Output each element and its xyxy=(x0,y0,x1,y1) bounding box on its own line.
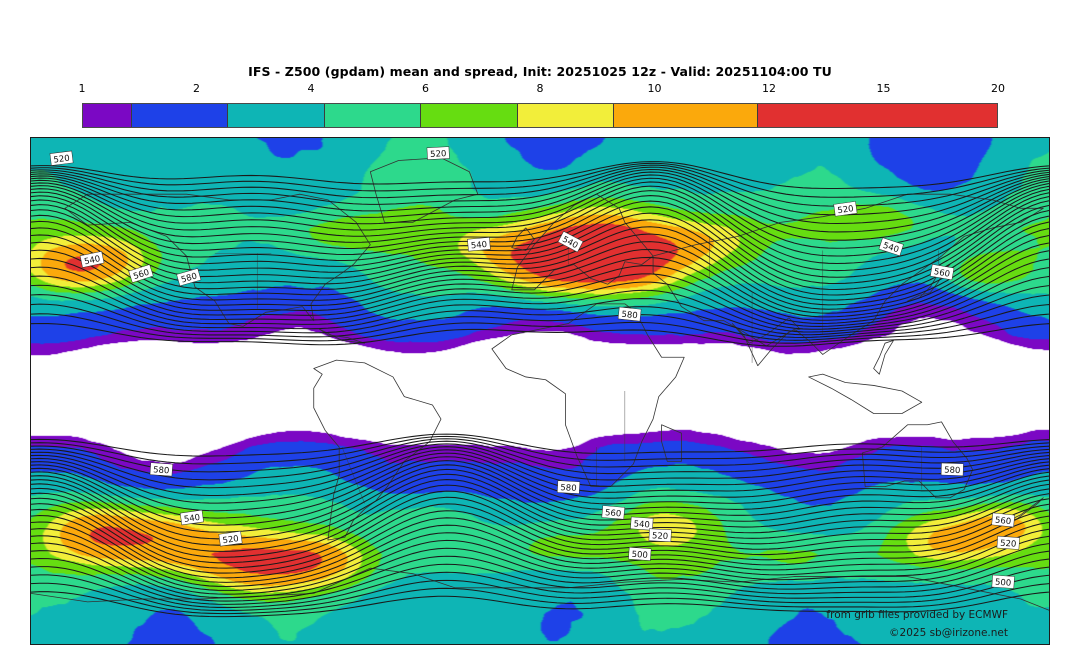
colorbar-tick-12: 12 xyxy=(762,82,776,95)
contour-label: 580 xyxy=(940,462,964,477)
contour-label: 520 xyxy=(426,146,450,160)
contour-label: 520 xyxy=(833,201,858,217)
contour-label: 560 xyxy=(601,505,625,520)
colorbar-segment-1-2 xyxy=(83,104,131,127)
contour-label: 560 xyxy=(929,263,955,281)
contour-label: 560 xyxy=(128,264,154,283)
svg-text:580: 580 xyxy=(944,465,961,476)
svg-text:520: 520 xyxy=(837,203,854,215)
copyright-credit: ©2025 sb@irizone.net xyxy=(889,627,1008,639)
page-title: IFS - Z500 (gpdam) mean and spread, Init… xyxy=(248,64,832,79)
colorbar-segment-8-10 xyxy=(420,104,517,127)
svg-text:560: 560 xyxy=(132,267,150,281)
contour-label: 540 xyxy=(878,237,904,257)
contour-label: 500 xyxy=(991,574,1015,589)
svg-text:520: 520 xyxy=(1000,538,1017,549)
svg-text:540: 540 xyxy=(633,518,650,529)
svg-text:580: 580 xyxy=(560,482,577,493)
colorbar-tick-4: 4 xyxy=(307,82,315,95)
colorbar-segment-6-8 xyxy=(323,104,421,127)
svg-text:540: 540 xyxy=(83,253,101,266)
colorbar-tick-10: 10 xyxy=(647,82,662,95)
colorbar-tick-6: 6 xyxy=(422,82,429,95)
svg-text:540: 540 xyxy=(470,239,487,250)
svg-text:560: 560 xyxy=(995,515,1012,527)
colorbar-segment-4-6 xyxy=(227,104,324,127)
contour-label: 540 xyxy=(79,251,105,268)
contour-label: 580 xyxy=(617,306,642,322)
colorbar[interactable] xyxy=(82,103,998,128)
svg-text:560: 560 xyxy=(605,507,622,518)
svg-text:560: 560 xyxy=(933,266,951,279)
contour-label: 580 xyxy=(557,480,581,494)
height-contours xyxy=(31,161,1049,618)
contour-label: 540 xyxy=(179,509,204,526)
contour-label: 580 xyxy=(149,462,173,477)
contour-label: 520 xyxy=(648,528,672,543)
svg-text:520: 520 xyxy=(222,533,239,545)
contour-label: 560 xyxy=(991,512,1016,528)
svg-text:520: 520 xyxy=(652,530,669,541)
svg-text:500: 500 xyxy=(631,549,648,560)
svg-text:500: 500 xyxy=(995,577,1012,588)
colorbar-segment-2-4 xyxy=(130,104,228,127)
contour-label: 540 xyxy=(467,237,491,252)
colorbar-segment-15-20 xyxy=(757,104,997,127)
contour-label: 500 xyxy=(628,546,652,561)
contour-label: 520 xyxy=(996,535,1020,550)
contour-label: 520 xyxy=(49,150,74,166)
colorbar-tick-2: 2 xyxy=(193,82,200,95)
colorbar-tick-20: 20 xyxy=(991,82,1005,95)
map-panel[interactable]: 520 520 540 540 520 540 560 540 560 580 580 580 580 5… xyxy=(30,137,1050,645)
contour-label: 540 xyxy=(557,230,584,253)
colorbar-tick-labels: 1 2 4 6 8 10 12 15 20 xyxy=(78,82,1006,98)
colorbar-gradient xyxy=(82,103,998,128)
svg-text:540: 540 xyxy=(882,240,900,254)
svg-text:580: 580 xyxy=(153,464,170,475)
contour-label: 580 xyxy=(176,268,202,287)
colorbar-tick-8: 8 xyxy=(536,82,544,95)
source-credit: from grib files provided by ECMWF xyxy=(826,609,1008,621)
svg-text:520: 520 xyxy=(53,153,70,165)
svg-text:540: 540 xyxy=(183,512,200,524)
colorbar-segment-10-12 xyxy=(516,104,614,127)
contour-label: 540 xyxy=(630,516,654,531)
svg-text:580: 580 xyxy=(180,270,198,284)
svg-text:520: 520 xyxy=(430,148,447,159)
contour-label: 520 xyxy=(218,530,243,547)
coastlines xyxy=(31,157,1049,611)
colorbar-segment-12-15 xyxy=(613,104,758,127)
svg-text:580: 580 xyxy=(621,309,638,321)
colorbar-tick-15: 15 xyxy=(876,82,891,95)
colorbar-tick-1: 1 xyxy=(78,82,86,95)
